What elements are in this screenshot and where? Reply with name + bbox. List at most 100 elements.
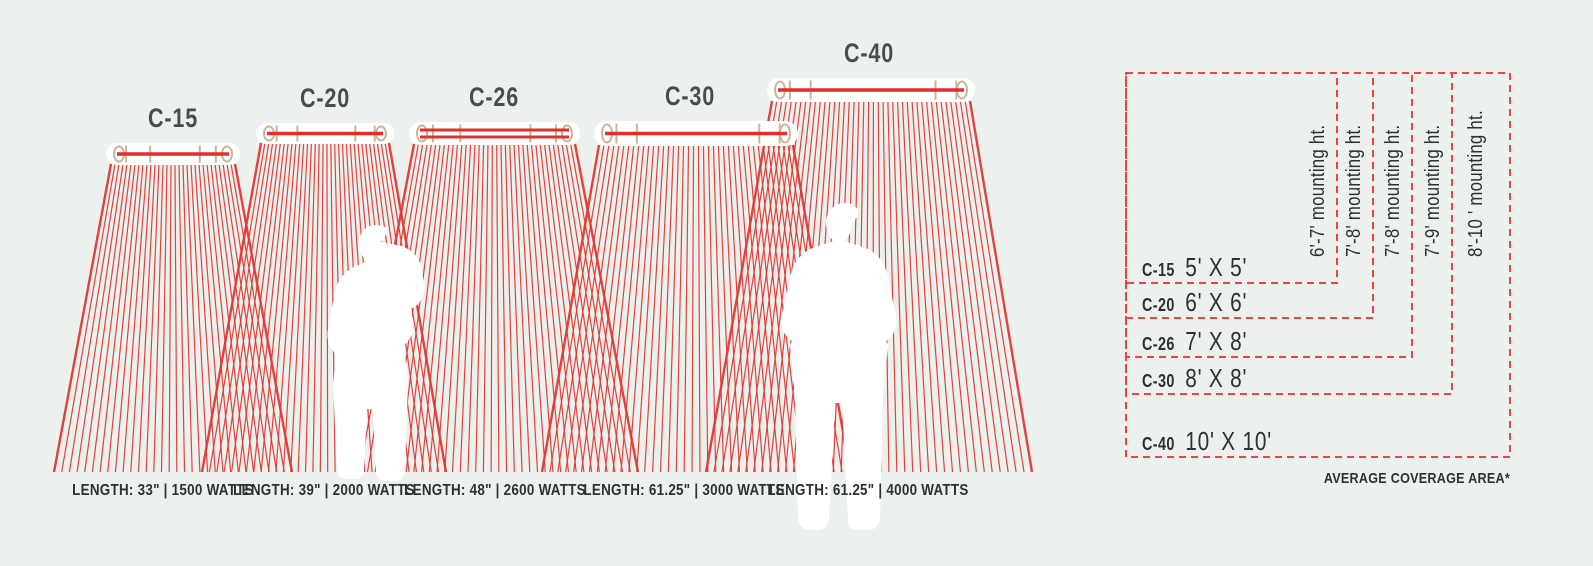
heat-ray xyxy=(543,143,585,473)
heat-ray xyxy=(683,144,690,473)
heat-ray xyxy=(745,100,797,473)
heat-ray xyxy=(526,143,554,473)
heat-ray xyxy=(230,142,278,473)
heat-ray xyxy=(107,163,140,473)
heat-ray xyxy=(916,100,946,473)
heat-ray xyxy=(925,100,962,473)
heat-ray xyxy=(160,163,168,473)
heat-ray xyxy=(190,163,209,473)
heat-ray xyxy=(729,100,788,473)
heat-ray xyxy=(174,163,178,473)
coverage-size: 10' X 10' xyxy=(1185,426,1273,456)
heater-spec-label-c-26: LENGTH: 48" | 2600 WATTS xyxy=(404,482,586,499)
heat-ray xyxy=(659,144,675,473)
heat-ray xyxy=(282,142,305,473)
heat-ray xyxy=(561,143,616,473)
heat-ray xyxy=(226,163,278,473)
heat-ray xyxy=(535,143,570,473)
average-coverage-footnote: AVERAGE COVERAGE AREA* xyxy=(1323,470,1510,487)
heat-ray xyxy=(420,143,454,473)
coverage-row-c-30: C-30 8' X 8' xyxy=(1142,363,1247,394)
heat-ray xyxy=(84,163,128,473)
heater-end-cap xyxy=(561,124,573,143)
heat-ray xyxy=(753,100,802,473)
heat-ray xyxy=(290,142,309,473)
heat-ray xyxy=(114,163,144,473)
heat-ray xyxy=(761,100,807,473)
heat-ray xyxy=(612,144,645,473)
heat-ray xyxy=(297,142,313,473)
heat-ray xyxy=(168,163,172,473)
heat-ray xyxy=(208,142,266,473)
heater-model-label-c-30: C-30 xyxy=(664,81,716,111)
heat-ray xyxy=(99,163,136,473)
heat-ray xyxy=(198,163,224,473)
heat-ray xyxy=(76,163,124,473)
heat-ray xyxy=(233,163,294,473)
heat-ray xyxy=(206,163,239,473)
heat-ray xyxy=(275,142,301,473)
heat-ray xyxy=(222,163,270,473)
coverage-box-c-40 xyxy=(1125,72,1511,458)
coverage-model: C-40 xyxy=(1142,434,1175,454)
heat-fan-c-15 xyxy=(52,163,294,473)
coverage-row-c-26: C-26 7' X 8' xyxy=(1142,326,1247,357)
heat-ray xyxy=(704,100,774,473)
heater-unit-c-30 xyxy=(594,121,798,146)
heat-ray xyxy=(216,142,270,473)
heat-ray xyxy=(504,143,515,473)
person-silhouette-left xyxy=(327,225,425,481)
heat-ray xyxy=(651,144,670,473)
heat-ray xyxy=(752,144,788,473)
heat-ray xyxy=(482,143,489,473)
heat-ray xyxy=(312,142,320,473)
heat-ray xyxy=(137,163,156,473)
heat-ray xyxy=(722,144,741,473)
person-silhouette-right xyxy=(781,203,897,530)
heat-ray xyxy=(911,100,938,473)
heat-ray xyxy=(570,143,631,473)
mounting-height-label-c-26: 7'-8' mounting ht. xyxy=(1382,124,1404,258)
heat-ray xyxy=(436,143,463,473)
heat-ray xyxy=(444,143,467,473)
heat-ray xyxy=(940,100,985,473)
heat-ray xyxy=(667,144,680,473)
coverage-model: C-15 xyxy=(1142,260,1175,280)
heater-model-label-c-15: C-15 xyxy=(147,103,199,133)
heat-ray xyxy=(572,144,620,473)
heat-ray xyxy=(253,142,289,473)
heat-ray xyxy=(530,143,562,473)
heat-ray xyxy=(596,144,635,473)
heat-ray xyxy=(557,144,610,473)
heat-ray xyxy=(52,163,113,473)
heater-unit-c-40 xyxy=(767,78,975,102)
heat-ray xyxy=(405,143,446,473)
heat-ray xyxy=(588,144,630,473)
heat-ray xyxy=(182,163,193,473)
heat-ray xyxy=(451,143,472,473)
heat-ray xyxy=(490,143,493,473)
heat-ray xyxy=(964,100,1025,473)
heater-model-label-c-20: C-20 xyxy=(299,83,351,113)
heat-fan-c-26 xyxy=(350,143,640,473)
coverage-model: C-30 xyxy=(1142,371,1175,391)
heat-ray xyxy=(721,100,783,473)
heat-ray xyxy=(717,144,733,473)
heat-ray xyxy=(230,163,285,473)
heater-housing xyxy=(409,122,580,145)
heat-ray xyxy=(896,100,914,473)
heat-ray xyxy=(580,144,625,473)
heat-ray xyxy=(145,163,160,473)
heat-ray xyxy=(945,100,993,473)
heater-spec-label-c-40: LENGTH: 61.25" | 4000 WATTS xyxy=(767,482,969,499)
heat-ray xyxy=(540,144,601,473)
heat-ray xyxy=(892,100,906,473)
heat-ray xyxy=(238,142,281,473)
heater-spec-label-c-20: LENGTH: 39" | 2000 WATTS xyxy=(233,482,415,499)
heat-ray xyxy=(459,143,476,473)
heat-ray xyxy=(500,143,508,473)
heat-ray xyxy=(496,143,500,473)
coverage-row-c-40: C-40 10' X 10' xyxy=(1142,426,1272,457)
